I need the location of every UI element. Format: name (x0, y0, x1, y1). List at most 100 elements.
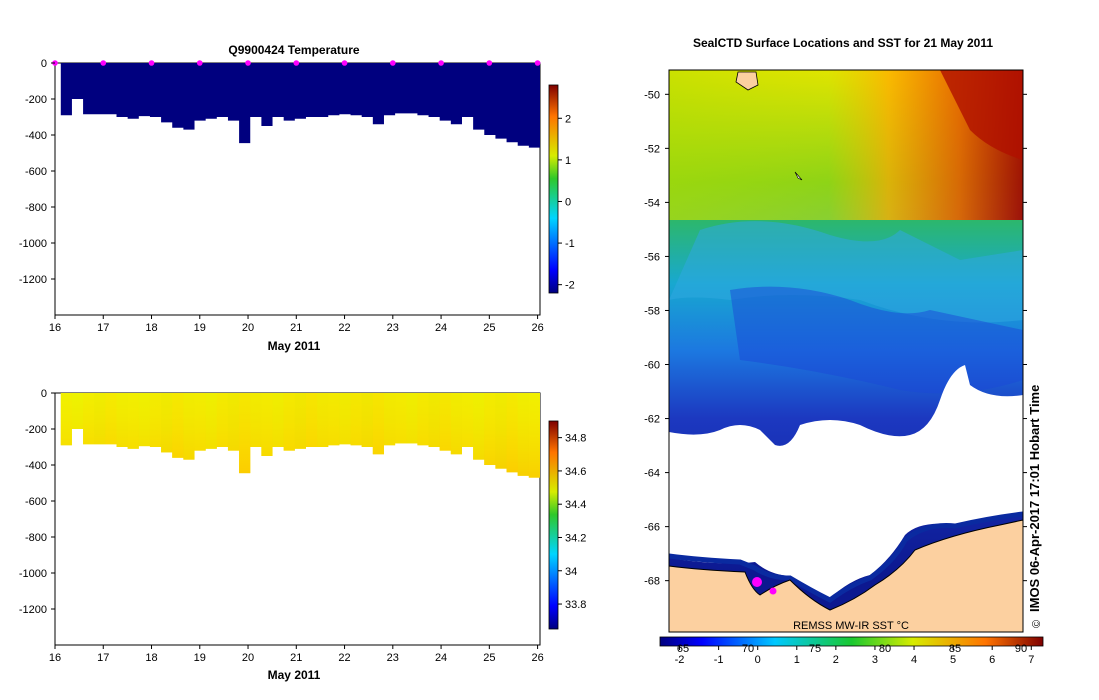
temperature-x-axis: 16 17 18 19 20 21 22 23 24 25 26 (49, 315, 544, 334)
lat-tick-label: -56 (644, 251, 660, 263)
temperature-chart: Q9900424 Temperature 0 -200 -400 -600 -800 -1… (19, 43, 575, 353)
y-tick-label: 0 (41, 388, 47, 400)
sst-colorbar-tick-label: 0 (755, 654, 761, 666)
salinity-column (317, 393, 329, 447)
lat-tick-label: -62 (644, 414, 660, 426)
y-tick-label: -1000 (19, 568, 47, 580)
x-tick-label: 21 (290, 652, 302, 664)
x-tick-label: 24 (435, 652, 447, 664)
salinity-column (383, 393, 396, 446)
sst-cold-band (730, 286, 1023, 394)
lat-tick-label: -60 (644, 360, 660, 372)
colorbar-tick-label: -2 (565, 280, 575, 292)
salinity-column (239, 393, 251, 474)
colorbar-tick-label: -1 (565, 238, 575, 250)
sst-colorbar-tick-label: -1 (714, 654, 724, 666)
temperature-y-axis: 0 -200 -400 -600 -800 -1000 -1200 (19, 58, 55, 286)
map-frame (668, 69, 1024, 633)
salinity-column (250, 393, 262, 447)
salinity-column (272, 393, 284, 447)
x-tick-label: 19 (194, 322, 206, 334)
seal-location-marker (769, 587, 777, 595)
x-tick-label: 20 (242, 322, 254, 334)
salinity-column (216, 393, 228, 447)
lat-tick-label: -54 (644, 197, 660, 209)
salinity-column (417, 393, 429, 446)
sst-colorbar-tick-label: 7 (1028, 654, 1034, 666)
sst-colorbar-ticks: -2 -1 0 1 2 3 4 5 6 7 (675, 646, 1034, 666)
salinity-column (116, 393, 128, 447)
salinity-column (183, 393, 195, 460)
salinity-y-axis: 0 -200 -400 -600 -800 -1000 -1200 (19, 388, 55, 616)
salinity-column (60, 393, 72, 446)
salinity-column (528, 393, 540, 478)
lat-tick-label: -64 (644, 468, 660, 480)
salinity-column (138, 393, 150, 447)
y-tick-label: -200 (25, 94, 47, 106)
lat-tick-label: -50 (644, 89, 660, 101)
colorbar-tick-label: 34.8 (565, 433, 586, 445)
sst-colorbar-tick-label: 5 (950, 654, 956, 666)
salinity-column (517, 393, 529, 476)
salinity-column (428, 393, 440, 447)
salinity-column (328, 393, 340, 446)
sst-colorbar-tick-label: -2 (675, 654, 685, 666)
lat-tick-label: -52 (644, 143, 660, 155)
salinity-x-axis: 16 17 18 19 20 21 22 23 24 25 26 (49, 645, 544, 664)
salinity-column (149, 393, 162, 447)
temperature-section-fill (60, 63, 540, 148)
salinity-column (172, 393, 184, 458)
salinity-column (461, 393, 474, 447)
x-tick-label: 26 (531, 322, 543, 334)
y-tick-label: -200 (25, 424, 47, 436)
salinity-column (261, 393, 273, 456)
salinity-column (227, 393, 240, 451)
profile-markers (52, 60, 541, 66)
x-tick-label: 24 (435, 322, 447, 334)
heard-island (794, 171, 803, 181)
sst-colorbar-tick-label: 4 (911, 654, 917, 666)
salinity-column (283, 393, 295, 451)
salinity-column (484, 393, 496, 465)
salinity-column (361, 393, 373, 447)
sst-colorbar (659, 636, 1044, 647)
map-title: SealCTD Surface Locations and SST for 21… (693, 36, 993, 50)
profile-marker (486, 60, 493, 66)
y-tick-label: -1200 (19, 604, 47, 616)
y-tick-label: -400 (25, 460, 47, 472)
salinity-column (473, 393, 485, 460)
temperature-colorbar (548, 84, 559, 294)
salinity-column (83, 393, 95, 445)
colorbar-tick-label: 34 (565, 566, 577, 578)
lon-tick-label: 90 (1015, 643, 1027, 655)
lon-tick-label: 80 (879, 643, 891, 655)
colorbar-tick-label: 34.2 (565, 532, 586, 544)
salinity-column (372, 393, 384, 455)
temperature-x-label: May 2011 (268, 339, 321, 353)
x-tick-label: 18 (145, 322, 157, 334)
x-tick-label: 17 (97, 652, 109, 664)
lon-tick-label: 85 (949, 643, 961, 655)
profile-marker (100, 60, 107, 66)
y-tick-label: -600 (25, 166, 47, 178)
profile-marker (148, 60, 155, 66)
y-tick-label: -1200 (19, 274, 47, 286)
profile-marker (534, 60, 541, 66)
y-tick-label: -600 (25, 496, 47, 508)
credit-text: IMOS 06-Apr-2017 17:01 Hobart Time (1027, 385, 1042, 612)
salinity-column (105, 393, 117, 445)
temperature-colorbar-ticks: 2 1 0 -1 -2 (558, 113, 575, 292)
profile-marker (341, 60, 348, 66)
colorbar-tick-label: 0 (565, 196, 571, 208)
x-tick-label: 22 (338, 652, 350, 664)
y-tick-label: 0 (41, 58, 47, 70)
salinity-column (506, 393, 518, 473)
antarctica-land (668, 519, 1024, 633)
salinity-colorbar-ticks: 34.8 34.6 34.4 34.2 34 33.8 (558, 433, 586, 611)
map-latitude-axis: -50 -52 -54 -56 -58 -60 -62 -64 -66 -68 (644, 89, 1027, 588)
salinity-column (350, 393, 362, 446)
colorbar-tick-label: 33.8 (565, 599, 586, 611)
salinity-chart: 0 -200 -400 -600 -800 -1000 -1200 16 17 18 19 20 21… (19, 388, 587, 682)
x-tick-label: 25 (483, 652, 495, 664)
salinity-column (161, 393, 173, 453)
